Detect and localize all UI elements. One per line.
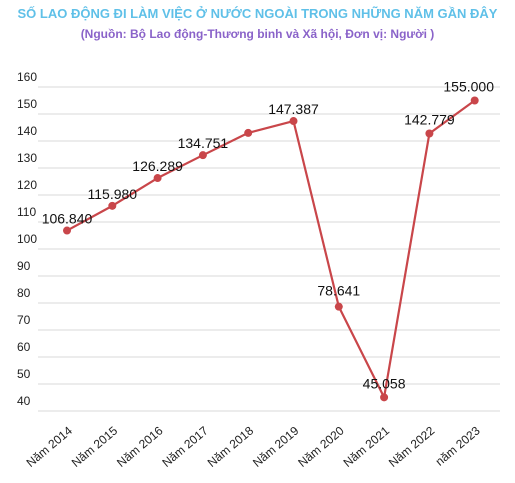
data-label: 106.840 <box>42 211 93 227</box>
x-tick-label: Năm 2021 <box>341 423 393 470</box>
x-tick-label: Năm 2018 <box>205 423 257 470</box>
data-point <box>108 201 117 210</box>
x-tick-label: Năm 2019 <box>250 423 302 470</box>
data-label: 126.289 <box>132 158 183 174</box>
x-tick-label: Năm 2017 <box>159 423 211 470</box>
x-tick-label: Năm 2022 <box>386 423 438 470</box>
x-tick-label: Năm 2016 <box>114 423 166 470</box>
data-point <box>425 129 434 138</box>
x-tick-label: Năm 2020 <box>295 423 347 470</box>
y-tick-label: 130 <box>17 151 37 165</box>
data-label: 115.980 <box>88 186 138 202</box>
y-tick-label: 100 <box>17 232 37 246</box>
chart-subtitle: (Nguồn: Bộ Lao động-Thương binh và Xã hộ… <box>80 27 435 41</box>
data-label: 78.641 <box>317 283 360 299</box>
data-point <box>380 393 389 402</box>
data-label: 147.387 <box>268 101 319 117</box>
x-tick-label: năm 2023 <box>433 423 483 468</box>
data-point <box>334 302 343 311</box>
y-tick-label: 160 <box>17 70 37 84</box>
y-tick-label: 90 <box>17 259 31 273</box>
y-tick-label: 70 <box>17 313 31 327</box>
data-point <box>198 151 207 160</box>
x-tick-label: Năm 2014 <box>24 423 76 470</box>
y-tick-label: 50 <box>17 367 31 381</box>
y-tick-label: 60 <box>17 340 31 354</box>
data-point <box>470 96 479 105</box>
data-point <box>289 117 298 126</box>
series-line <box>66 99 476 399</box>
data-point <box>244 128 253 137</box>
y-tick-label: 80 <box>17 286 31 300</box>
data-label: 45.058 <box>363 375 406 391</box>
data-label: 134.751 <box>178 135 229 151</box>
y-tick-label: 140 <box>17 124 37 138</box>
data-point <box>153 174 162 183</box>
x-tick-label: Năm 2015 <box>69 423 121 470</box>
data-label: 155.000 <box>443 79 494 95</box>
y-tick-label: 40 <box>17 394 31 408</box>
chart-title: SỐ LAO ĐỘNG ĐI LÀM VIỆC Ở NƯỚC NGOÀI TRO… <box>17 6 498 21</box>
y-tick-label: 110 <box>17 205 36 219</box>
data-label: 142.779 <box>404 111 455 127</box>
y-tick-label: 150 <box>17 97 37 111</box>
y-tick-label: 120 <box>17 178 37 192</box>
data-point <box>63 226 71 235</box>
